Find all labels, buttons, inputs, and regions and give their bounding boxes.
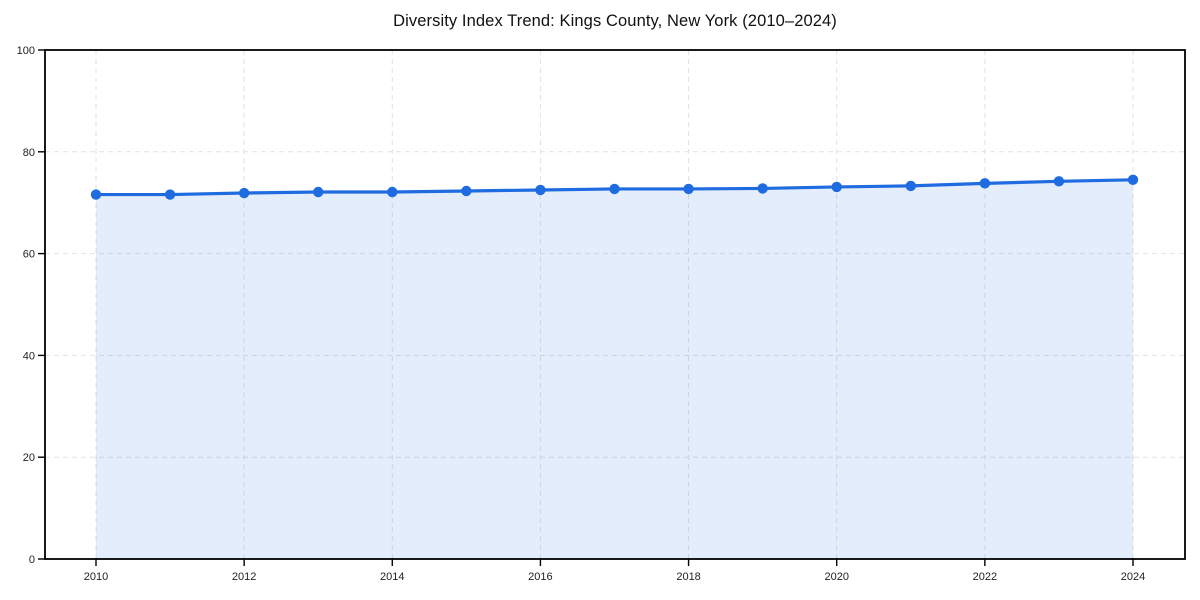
data-point bbox=[1053, 176, 1065, 187]
data-point bbox=[90, 189, 102, 200]
data-point bbox=[831, 181, 842, 193]
data-point bbox=[164, 189, 176, 200]
x-axis-tick-label: 2014 bbox=[380, 571, 404, 583]
data-point bbox=[905, 180, 916, 192]
data-point bbox=[535, 184, 546, 196]
data-point bbox=[757, 183, 768, 194]
data-point bbox=[313, 186, 324, 198]
y-axis-tick-label: 0 bbox=[29, 554, 35, 566]
x-axis-tick-label: 2010 bbox=[84, 571, 108, 583]
y-axis-tick-label: 20 bbox=[23, 452, 35, 464]
area-fill bbox=[96, 179, 1133, 560]
data-point bbox=[387, 186, 398, 198]
x-axis-tick-label: 2024 bbox=[1121, 571, 1145, 583]
x-axis-tick-label: 2016 bbox=[528, 571, 552, 583]
chart-title: Diversity Index Trend: Kings County, New… bbox=[393, 12, 837, 30]
data-point bbox=[461, 185, 472, 197]
data-point bbox=[238, 187, 250, 199]
x-axis-tick-label: 2012 bbox=[232, 571, 256, 583]
x-axis-tick-label: 2022 bbox=[973, 571, 997, 583]
y-axis-tick-label: 40 bbox=[23, 350, 35, 362]
x-axis-tick-label: 2020 bbox=[824, 571, 848, 583]
plot-border bbox=[44, 49, 1186, 560]
data-point bbox=[683, 183, 694, 195]
data-point bbox=[609, 183, 620, 195]
data-point bbox=[1127, 174, 1139, 185]
data-point bbox=[979, 178, 991, 189]
y-axis-tick-label: 100 bbox=[17, 45, 35, 57]
x-axis-tick-label: 2018 bbox=[676, 571, 700, 583]
y-axis-tick-label: 60 bbox=[23, 249, 35, 261]
y-axis-tick-label: 80 bbox=[23, 147, 35, 159]
